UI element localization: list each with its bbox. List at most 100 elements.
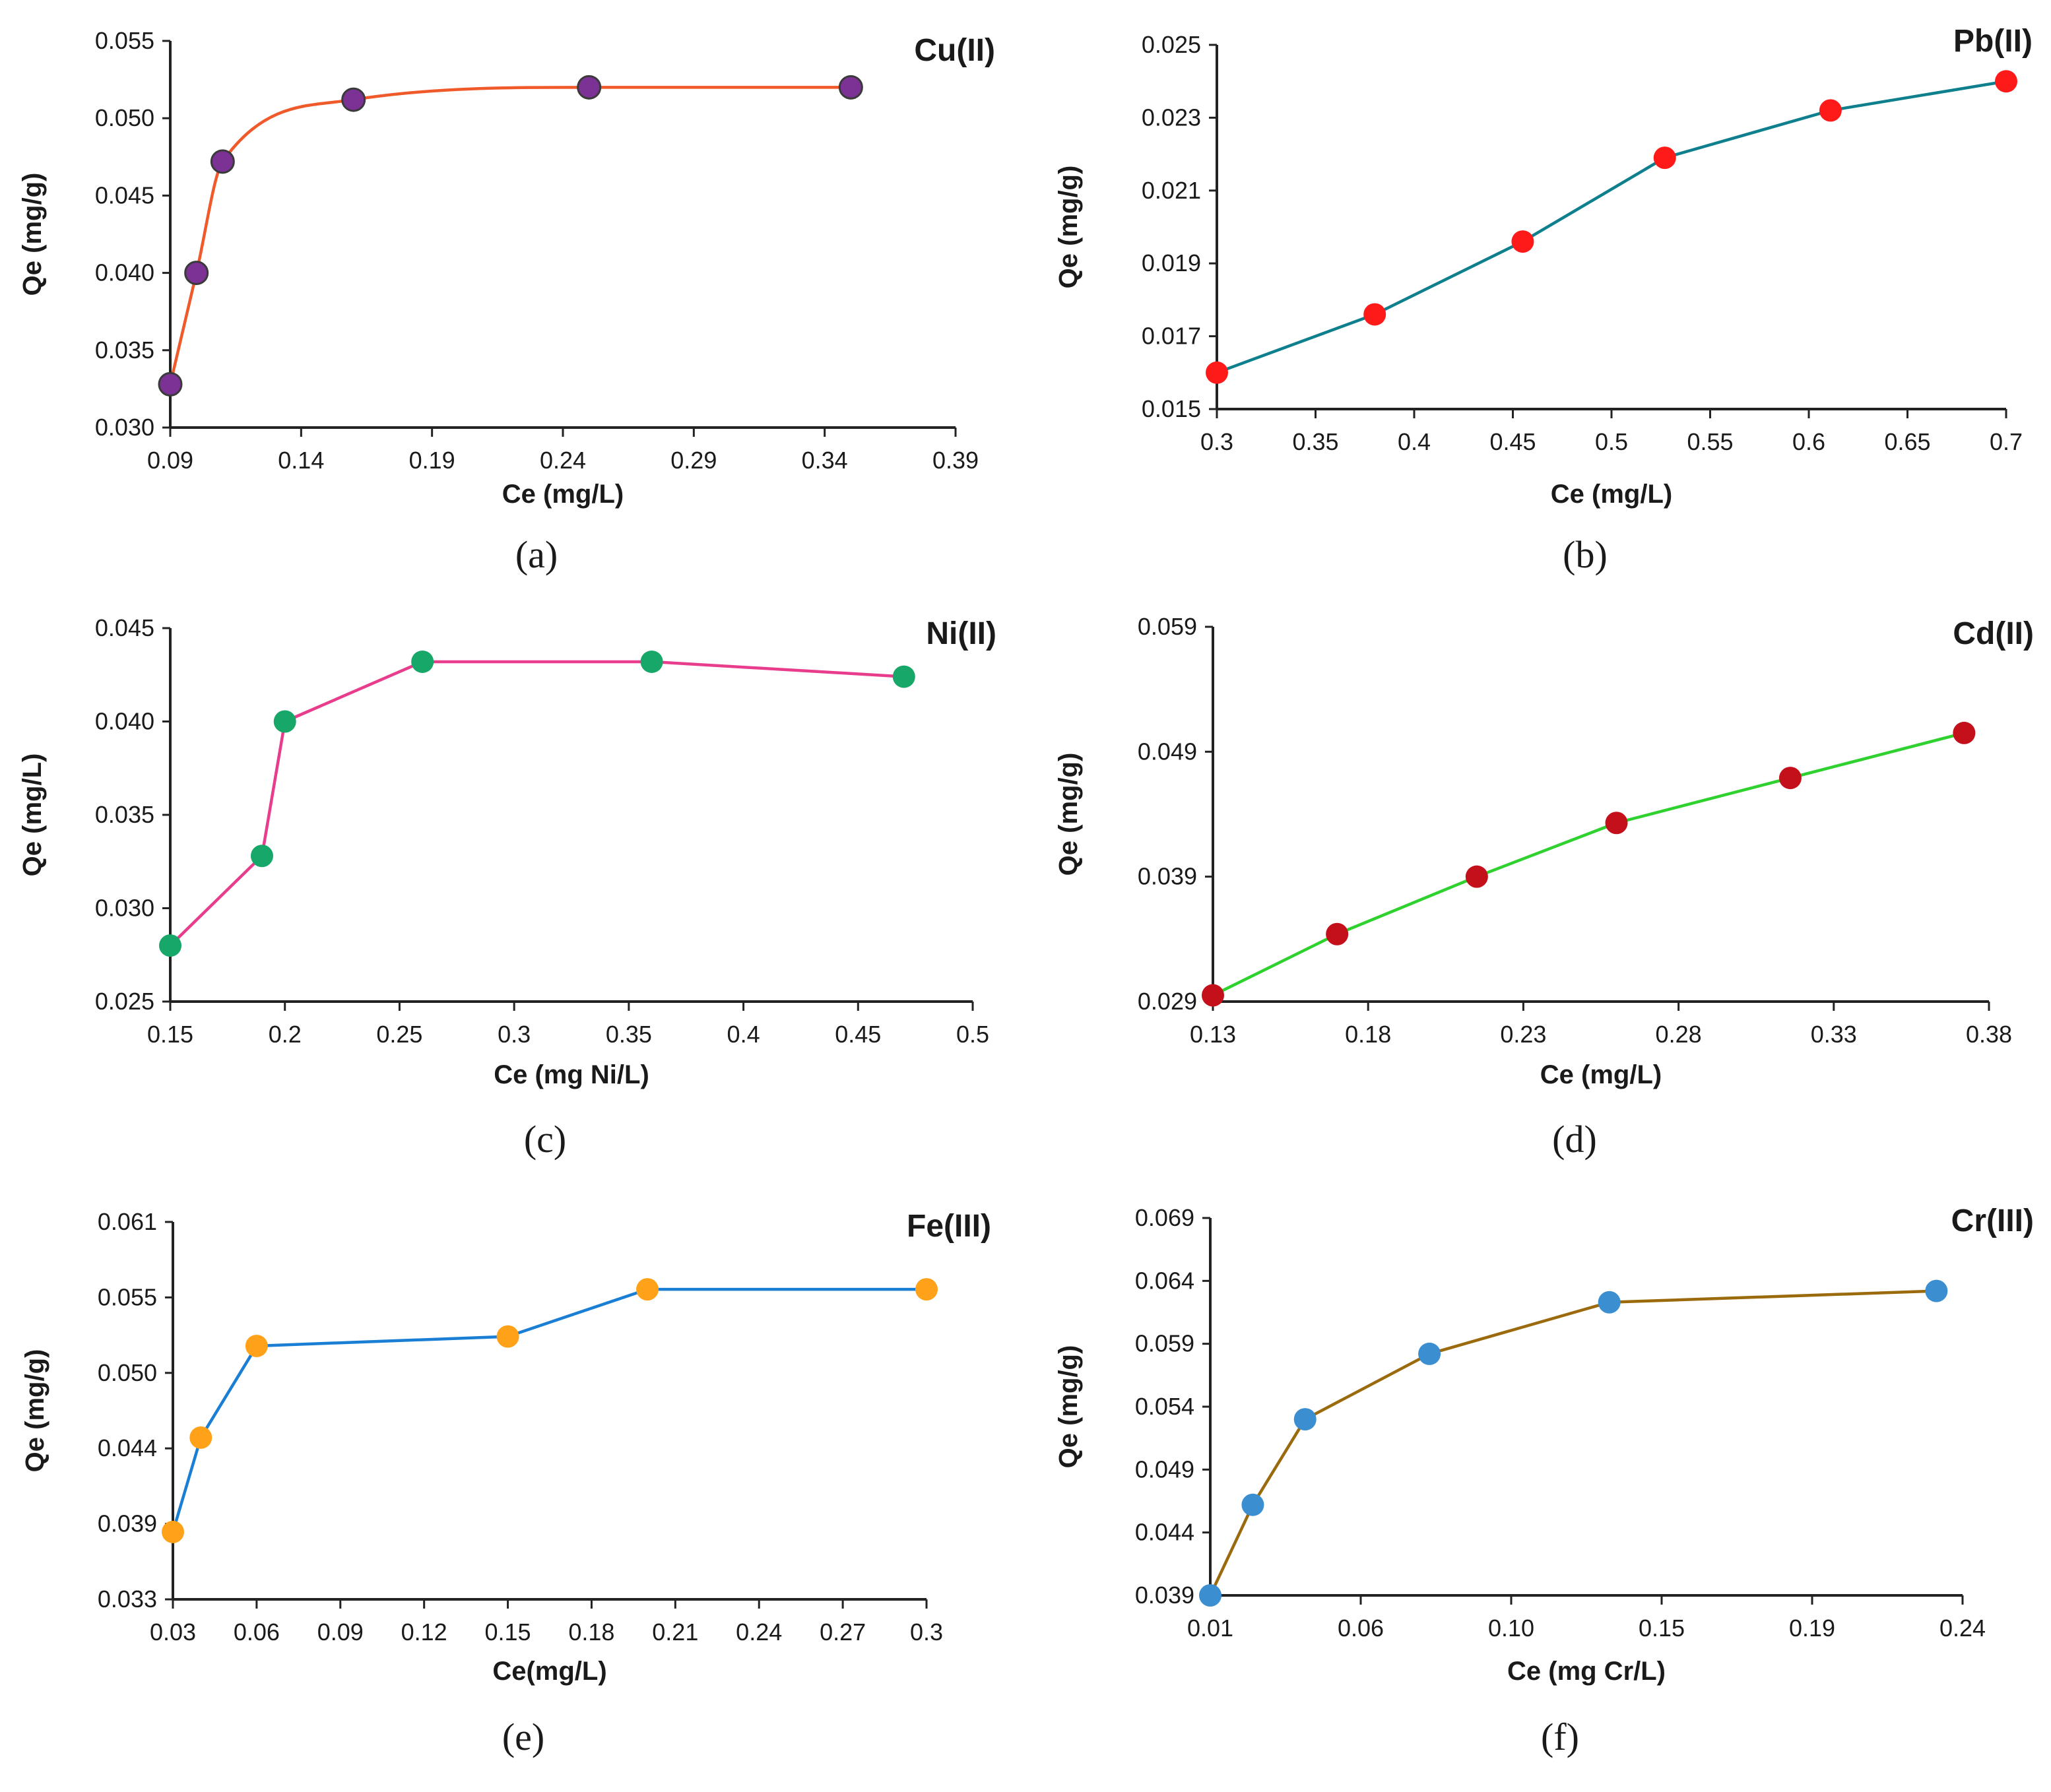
data-point xyxy=(496,1325,519,1348)
x-tick-label: 0.09 xyxy=(317,1618,364,1646)
x-tick-label: 0.33 xyxy=(1811,1021,1857,1048)
series-line xyxy=(168,86,851,385)
y-axis-title: Qe (mg/g) xyxy=(20,1349,49,1473)
y-tick-label: 0.030 xyxy=(95,414,154,441)
x-tick-label: 0.7 xyxy=(1990,428,2023,455)
data-point xyxy=(341,87,366,112)
y-tick-label: 0.044 xyxy=(98,1434,157,1461)
y-tick-label: 0.049 xyxy=(1135,1456,1194,1483)
x-tick-label: 0.38 xyxy=(1966,1021,2012,1048)
data-point xyxy=(915,1278,938,1301)
y-tick-label: 0.061 xyxy=(98,1208,157,1235)
data-point xyxy=(1326,922,1349,945)
panel-title: Pb(II) xyxy=(1953,24,2033,59)
data-point xyxy=(1199,1584,1221,1607)
data-point xyxy=(892,665,915,688)
data-point xyxy=(1465,865,1488,888)
series-line xyxy=(1208,1289,1937,1596)
x-tick-label: 0.2 xyxy=(269,1021,302,1048)
data-point xyxy=(1598,1291,1621,1314)
series-line xyxy=(171,1287,927,1533)
series-line xyxy=(1212,731,1965,997)
panel-title: Cd(II) xyxy=(1953,616,2034,651)
x-tick-label: 0.3 xyxy=(910,1618,943,1646)
y-tick-label: 0.035 xyxy=(95,336,154,364)
y-tick-label: 0.050 xyxy=(95,104,154,131)
x-axis-title: Ce (mg/L) xyxy=(1540,1060,1662,1089)
panel-title: Cr(III) xyxy=(1951,1203,2034,1238)
panel-title: Cu(II) xyxy=(914,33,995,68)
data-point xyxy=(838,75,863,100)
x-axis-title: Ce(mg/L) xyxy=(492,1657,606,1686)
panel-label: (e) xyxy=(502,1715,544,1758)
y-tick-label: 0.035 xyxy=(95,801,154,828)
data-point xyxy=(184,261,209,286)
y-tick-label: 0.030 xyxy=(95,895,154,922)
panel-label: (a) xyxy=(515,533,558,576)
data-point xyxy=(162,1520,184,1543)
y-tick-label: 0.055 xyxy=(95,27,154,54)
data-point xyxy=(250,845,273,868)
data-point xyxy=(1202,984,1224,1007)
y-axis-title: Qe (mg/L) xyxy=(18,753,47,877)
y-tick-label: 0.040 xyxy=(95,708,154,735)
x-tick-label: 0.15 xyxy=(1639,1615,1685,1642)
x-axis-title: Ce (mg/L) xyxy=(502,480,624,509)
x-tick-label: 0.15 xyxy=(147,1021,193,1048)
y-axis-title: Qe (mg/g) xyxy=(1054,1345,1083,1469)
series-line xyxy=(1216,79,2007,374)
chart-d: 0.029 0.039 0.049 0.059 0.13 0.18 0.23 0.28 0.33… xyxy=(1054,613,2034,1161)
x-tick-label: 0.29 xyxy=(670,447,717,474)
x-tick-label: 0.19 xyxy=(409,447,455,474)
y-tick-label: 0.059 xyxy=(1138,613,1197,640)
data-point xyxy=(159,934,181,957)
panel-title: Ni(II) xyxy=(926,616,996,651)
x-tick-label: 0.24 xyxy=(1939,1615,1986,1642)
x-axis-title: Ce (mg Ni/L) xyxy=(494,1060,649,1089)
data-point xyxy=(1605,812,1628,835)
data-point xyxy=(1653,146,1676,170)
panel-label: (c) xyxy=(524,1118,566,1161)
data-point xyxy=(245,1334,268,1357)
x-tick-label: 0.45 xyxy=(835,1021,881,1048)
y-axis-title: Qe (mg/g) xyxy=(1054,753,1083,876)
y-tick-label: 0.033 xyxy=(98,1585,157,1613)
x-tick-label: 0.14 xyxy=(278,447,324,474)
data-point xyxy=(1925,1279,1948,1302)
x-tick-label: 0.5 xyxy=(956,1021,989,1048)
chart-f: 0.039 0.044 0.049 0.054 0.059 0.064 0.069 0.01 0… xyxy=(1054,1203,2034,1758)
x-tick-label: 0.10 xyxy=(1488,1615,1534,1642)
y-tick-label: 0.050 xyxy=(98,1359,157,1386)
y-tick-label: 0.021 xyxy=(1142,177,1201,204)
x-tick-label: 0.39 xyxy=(932,447,979,474)
y-axis-title: Qe (mg/g) xyxy=(18,173,47,296)
x-tick-label: 0.65 xyxy=(1884,428,1930,455)
data-point xyxy=(1293,1408,1317,1431)
x-tick-label: 0.28 xyxy=(1656,1021,1702,1048)
y-tick-label: 0.025 xyxy=(1142,31,1201,58)
x-tick-label: 0.24 xyxy=(540,447,586,474)
series-line xyxy=(169,660,904,947)
data-point xyxy=(577,75,602,100)
data-point xyxy=(1241,1493,1264,1516)
y-tick-label: 0.025 xyxy=(95,988,154,1015)
y-tick-label: 0.040 xyxy=(95,259,154,286)
x-tick-label: 0.19 xyxy=(1789,1615,1835,1642)
x-tick-label: 0.6 xyxy=(1792,428,1825,455)
y-tick-label: 0.054 xyxy=(1135,1393,1194,1420)
x-tick-label: 0.03 xyxy=(150,1618,196,1646)
x-tick-label: 0.18 xyxy=(1345,1021,1391,1048)
x-tick-label: 0.25 xyxy=(376,1021,422,1048)
x-tick-label: 0.45 xyxy=(1489,428,1536,455)
y-tick-label: 0.039 xyxy=(98,1510,157,1537)
x-tick-label: 0.06 xyxy=(234,1618,280,1646)
y-tick-label: 0.055 xyxy=(98,1283,157,1310)
y-tick-label: 0.044 xyxy=(1135,1519,1194,1546)
data-point xyxy=(158,371,183,397)
data-point xyxy=(636,1278,659,1301)
data-point xyxy=(1363,303,1386,326)
chart-c: 0.025 0.030 0.035 0.040 0.045 0.15 0.2 0.25 0.3 0… xyxy=(18,614,996,1161)
x-tick-label: 0.21 xyxy=(652,1618,698,1646)
y-tick-label: 0.039 xyxy=(1135,1582,1194,1609)
